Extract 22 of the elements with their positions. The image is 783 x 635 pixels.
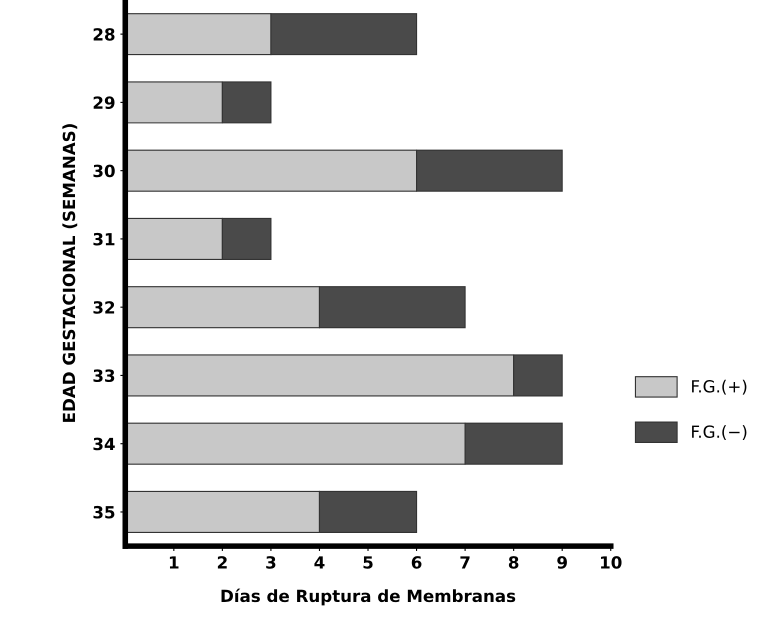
x-tick-label: 5 xyxy=(364,556,373,569)
y-tick-label: 31 xyxy=(93,232,114,246)
x-tick-label: 1 xyxy=(170,556,178,568)
x-tick-label: 4 xyxy=(314,556,324,568)
legend-label: F.G.(−) xyxy=(692,425,746,440)
x-tick-label: 6 xyxy=(412,556,422,569)
y-tick-label: 35 xyxy=(93,506,114,519)
legend-label: F.G.(+) xyxy=(692,380,746,395)
x-tick-label: 2 xyxy=(218,556,227,568)
y-tick-label: 28 xyxy=(94,28,115,41)
y-tick-label: 32 xyxy=(93,301,114,314)
y-tick-label: 33 xyxy=(93,369,114,382)
y-tick-label: 30 xyxy=(93,164,115,178)
y-axis-title: EDAD GESTACIONAL (SEMANAS) xyxy=(62,124,78,422)
y-tick-label: 34 xyxy=(93,438,115,450)
x-tick-label: 9 xyxy=(557,556,567,569)
x-tick-label: 7 xyxy=(460,556,470,568)
x-tick-label: 10 xyxy=(601,556,622,569)
x-axis-title: Días de Ruptura de Membranas xyxy=(222,588,516,606)
y-tick-label: 29 xyxy=(94,96,114,109)
x-tick-label: 3 xyxy=(266,556,276,569)
x-tick-label: 8 xyxy=(508,556,518,569)
